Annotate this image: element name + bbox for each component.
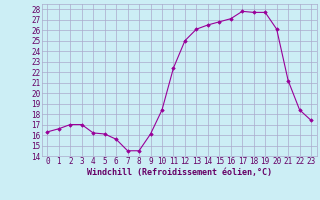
X-axis label: Windchill (Refroidissement éolien,°C): Windchill (Refroidissement éolien,°C) <box>87 168 272 177</box>
